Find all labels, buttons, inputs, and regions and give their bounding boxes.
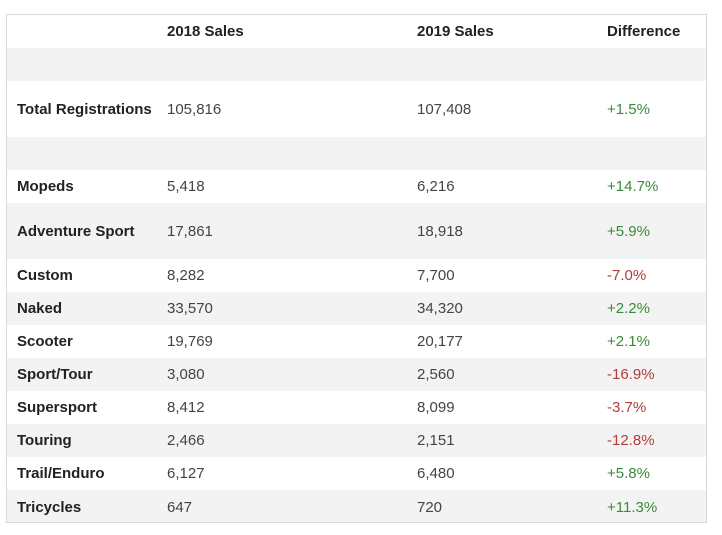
table-row: Supersport 8,412 8,099 -3.7%: [7, 391, 706, 424]
row-2019-sales: 2,560: [417, 366, 455, 383]
row-difference: +5.8%: [607, 465, 650, 482]
table-row: Tricycles 647 720 +11.3%: [7, 490, 706, 522]
row-2018-sales: 8,412: [167, 399, 205, 416]
total-label: Total Registrations: [17, 100, 152, 118]
row-label: Supersport: [17, 399, 98, 416]
row-2018-sales: 33,570: [167, 300, 213, 317]
row-difference: -12.8%: [607, 432, 655, 449]
header-cell-2018-sales: 2018 Sales: [167, 23, 244, 40]
row-label: Tricycles: [17, 498, 82, 516]
row-label: Naked: [17, 300, 63, 317]
total-row: Total Registrations 105,816 107,408 +1.5…: [7, 81, 706, 137]
row-2018-sales: 647: [167, 498, 193, 516]
table-row: Custom 8,282 7,700 -7.0%: [7, 259, 706, 292]
total-difference: +1.5%: [607, 100, 650, 118]
row-difference: -7.0%: [607, 267, 647, 284]
row-difference: +5.9%: [607, 222, 650, 240]
header-cell-difference: Difference: [607, 23, 681, 40]
row-label: Adventure Sport: [17, 222, 135, 240]
row-label: Sport/Tour: [17, 366, 93, 383]
spacer-row: [7, 137, 706, 170]
row-2018-sales: 5,418: [167, 178, 205, 195]
row-2019-sales: 720: [417, 498, 443, 516]
table-row: Adventure Sport 17,861 18,918 +5.9%: [7, 203, 706, 259]
table-row: Sport/Tour 3,080 2,560 -16.9%: [7, 358, 706, 391]
header-cell-2019-sales: 2019 Sales: [417, 23, 494, 40]
row-2019-sales: 18,918: [417, 222, 463, 240]
row-2019-sales: 2,151: [417, 432, 455, 449]
table-row: Mopeds 5,418 6,216 +14.7%: [7, 170, 706, 203]
row-difference: -16.9%: [607, 366, 655, 383]
row-difference: +14.7%: [607, 178, 659, 195]
total-2019-sales: 107,408: [417, 100, 472, 118]
row-2019-sales: 6,216: [417, 178, 455, 195]
row-2018-sales: 6,127: [167, 465, 205, 482]
row-label: Touring: [17, 432, 72, 449]
row-label: Mopeds: [17, 178, 74, 195]
row-label: Custom: [17, 267, 73, 284]
row-2019-sales: 7,700: [417, 267, 455, 284]
row-label: Scooter: [17, 333, 73, 350]
row-difference: -3.7%: [607, 399, 647, 416]
table-row: Scooter 19,769 20,177 +2.1%: [7, 325, 706, 358]
table-row: Naked 33,570 34,320 +2.2%: [7, 292, 706, 325]
row-2018-sales: 3,080: [167, 366, 205, 383]
row-2019-sales: 34,320: [417, 300, 463, 317]
row-2018-sales: 17,861: [167, 222, 213, 240]
row-2018-sales: 19,769: [167, 333, 213, 350]
sales-table: 2018 Sales 2019 Sales Difference Total R…: [6, 14, 707, 523]
row-2019-sales: 8,099: [417, 399, 455, 416]
row-difference: +2.2%: [607, 300, 650, 317]
row-2018-sales: 2,466: [167, 432, 205, 449]
row-difference: +11.3%: [607, 498, 658, 516]
row-2019-sales: 6,480: [417, 465, 455, 482]
row-2018-sales: 8,282: [167, 267, 205, 284]
header-cell-category: [17, 15, 157, 48]
row-label: Trail/Enduro: [17, 465, 105, 482]
spacer-row: [7, 48, 706, 81]
row-2019-sales: 20,177: [417, 333, 463, 350]
row-difference: +2.1%: [607, 333, 650, 350]
table-row: Touring 2,466 2,151 -12.8%: [7, 424, 706, 457]
header-row: 2018 Sales 2019 Sales Difference: [7, 15, 706, 48]
table-row: Trail/Enduro 6,127 6,480 +5.8%: [7, 457, 706, 490]
total-2018-sales: 105,816: [167, 100, 222, 118]
